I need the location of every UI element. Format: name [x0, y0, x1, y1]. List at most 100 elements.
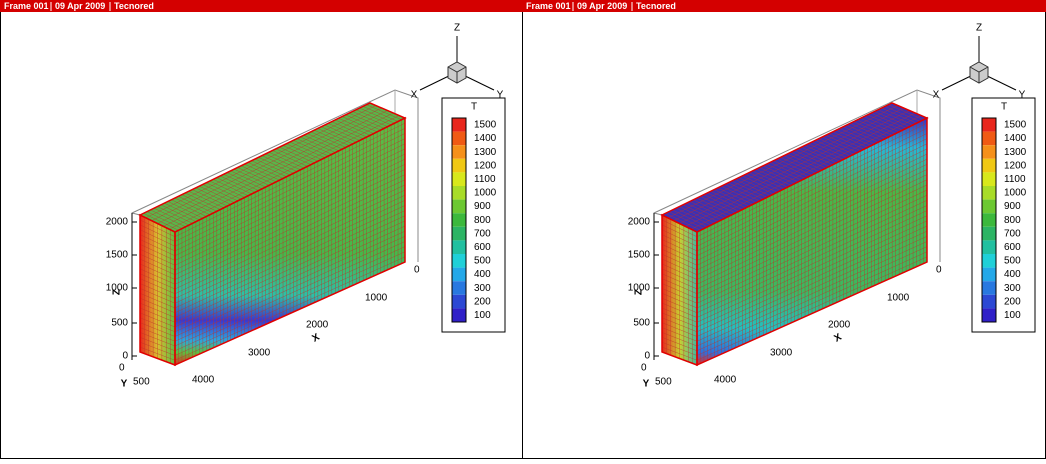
y-tick-label: 500: [655, 377, 672, 388]
triad-label: X: [933, 90, 940, 101]
header-text: Tecnored: [636, 1, 676, 11]
legend-label: 1200: [474, 160, 497, 171]
x-tick-label: 0: [414, 265, 420, 276]
legend-label: 500: [1004, 256, 1021, 267]
legend-swatch: [452, 308, 466, 322]
legend-swatch: [452, 268, 466, 282]
triad-label: Z: [976, 23, 982, 34]
z-tick-label: 500: [633, 318, 650, 329]
legend-swatch: [452, 295, 466, 309]
legend-label: 200: [1004, 296, 1021, 307]
legend-label: 700: [1004, 228, 1021, 239]
y-axis-label: Y: [121, 379, 128, 390]
z-tick-label: 0: [122, 351, 128, 362]
legend-swatch: [982, 227, 996, 241]
legend-swatch: [982, 200, 996, 214]
header-text: 09 Apr 2009: [55, 1, 105, 11]
z-tick-label: 2000: [106, 217, 129, 228]
legend-label: 200: [474, 296, 491, 307]
header-text: 09 Apr 2009: [577, 1, 627, 11]
legend-label: 1400: [474, 133, 497, 144]
legend-swatch: [452, 145, 466, 159]
triad-label: X: [411, 90, 418, 101]
x-tick-label: 3000: [248, 348, 271, 359]
frame-panel: Frame 00109 Apr 2009Tecnored200015001000…: [522, 0, 1046, 459]
legend-label: 1100: [1004, 174, 1026, 185]
y-tick-label: 500: [133, 377, 150, 388]
legend-swatch: [452, 172, 466, 186]
legend-swatch: [452, 227, 466, 241]
triad-label: Z: [454, 23, 460, 34]
x-tick-label: 1000: [887, 293, 910, 304]
legend-swatch: [452, 132, 466, 146]
legend-label: 400: [474, 269, 491, 280]
legend-title: T: [471, 102, 477, 113]
legend-label: 800: [474, 215, 491, 226]
x-tick-label: 2000: [828, 320, 851, 331]
legend-swatch: [982, 254, 996, 268]
y-tick-label: 0: [641, 363, 647, 374]
legend-swatch: [452, 186, 466, 200]
legend-label: 800: [1004, 215, 1021, 226]
legend-swatch: [452, 118, 466, 132]
legend-swatch: [452, 159, 466, 173]
legend-label: 600: [474, 242, 491, 253]
legend-label: 1300: [1004, 147, 1027, 158]
x-tick-label: 3000: [770, 348, 793, 359]
legend-label: 900: [1004, 201, 1021, 212]
y-axis-label: Y: [643, 379, 650, 390]
x-tick-label: 1000: [365, 293, 388, 304]
legend-label: 1000: [474, 188, 497, 199]
legend-swatch: [452, 281, 466, 295]
legend-swatch: [982, 145, 996, 159]
header-text: Tecnored: [114, 1, 154, 11]
screen: Frame 00109 Apr 2009Tecnored200015001000…: [0, 0, 1046, 459]
legend-swatch: [982, 213, 996, 227]
legend-swatch: [982, 308, 996, 322]
legend-label: 100: [474, 310, 491, 321]
legend-swatch: [982, 268, 996, 282]
x-tick-label: 0: [936, 265, 942, 276]
x-tick-label: 4000: [714, 375, 737, 386]
legend-label: 600: [1004, 242, 1021, 253]
legend-title: T: [1001, 102, 1007, 113]
legend-label: 400: [1004, 269, 1021, 280]
legend-swatch: [452, 240, 466, 254]
header-text: Frame 001: [4, 1, 49, 11]
z-tick-label: 0: [644, 351, 650, 362]
x-tick-label: 4000: [192, 375, 215, 386]
z-tick-label: 1500: [106, 250, 129, 261]
z-tick-label: 2000: [628, 217, 651, 228]
z-axis-label: Z: [634, 289, 645, 295]
x-tick-label: 2000: [306, 320, 329, 331]
legend-label: 700: [474, 228, 491, 239]
legend-label: 1300: [474, 147, 497, 158]
legend-swatch: [982, 132, 996, 146]
y-tick-label: 0: [119, 363, 125, 374]
legend-label: 1500: [474, 120, 497, 131]
legend-swatch: [982, 186, 996, 200]
legend-swatch: [982, 159, 996, 173]
legend-label: 100: [1004, 310, 1021, 321]
legend-label: 1500: [1004, 120, 1027, 131]
legend-label: 1000: [1004, 188, 1027, 199]
legend-swatch: [452, 254, 466, 268]
header-text: Frame 001: [526, 1, 571, 11]
legend-swatch: [982, 295, 996, 309]
legend-label: 900: [474, 201, 491, 212]
legend-swatch: [452, 200, 466, 214]
legend-label: 300: [1004, 283, 1021, 294]
legend-label: 1400: [1004, 133, 1027, 144]
z-tick-label: 500: [111, 318, 128, 329]
legend-label: 1200: [1004, 160, 1027, 171]
legend-label: 1100: [474, 174, 496, 185]
legend-label: 300: [474, 283, 491, 294]
legend-swatch: [982, 281, 996, 295]
legend-swatch: [982, 240, 996, 254]
legend-swatch: [982, 118, 996, 132]
z-tick-label: 1500: [628, 250, 651, 261]
legend-swatch: [452, 213, 466, 227]
z-axis-label: Z: [112, 289, 123, 295]
legend-label: 500: [474, 256, 491, 267]
